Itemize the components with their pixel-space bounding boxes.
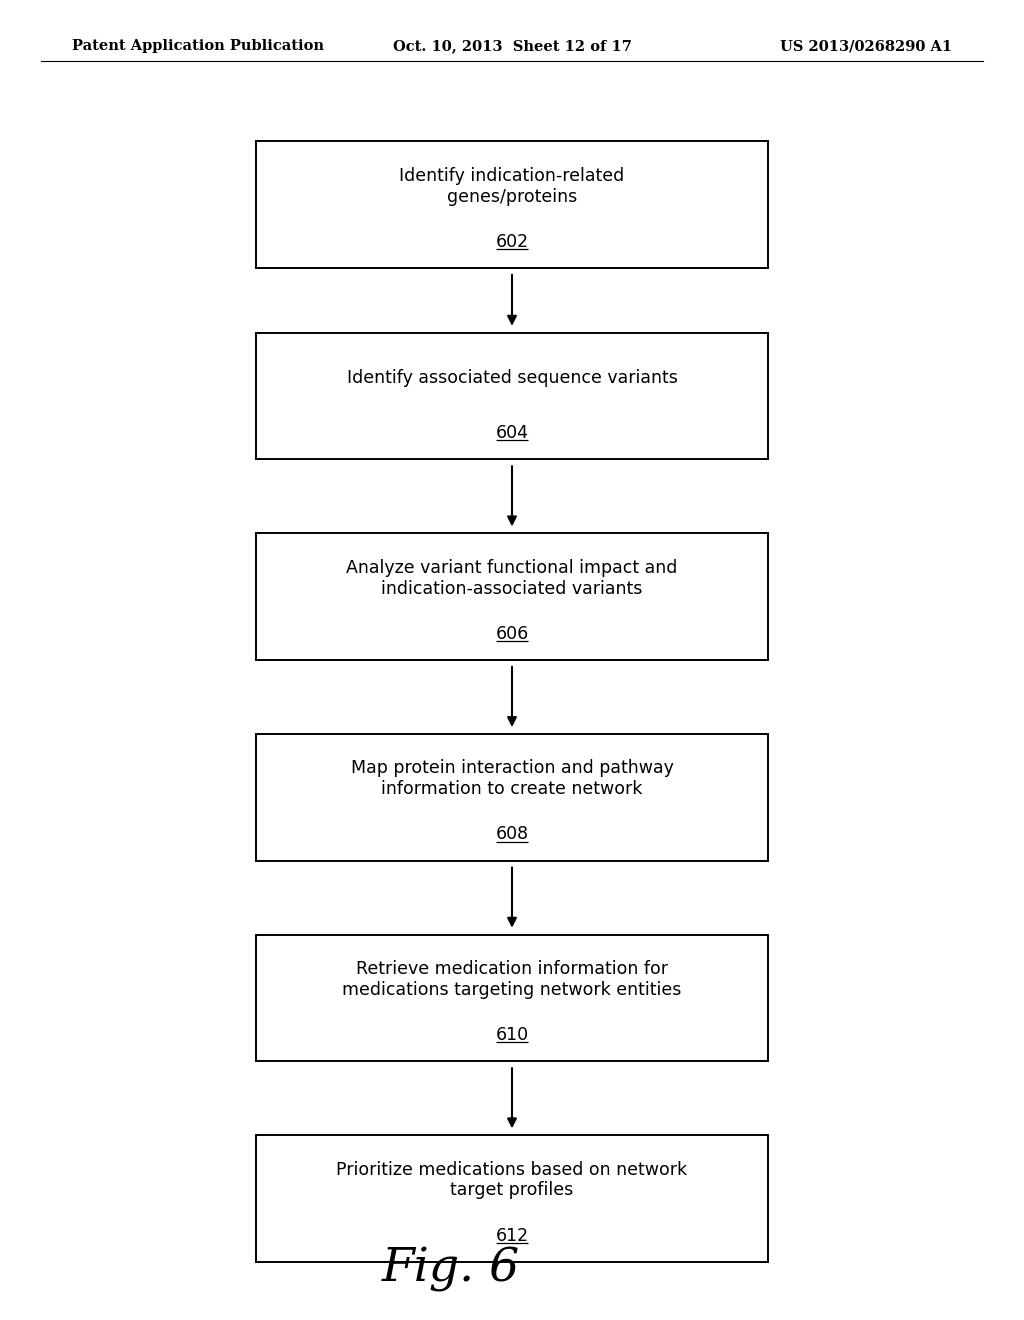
Text: Prioritize medications based on network
target profiles: Prioritize medications based on network … — [337, 1160, 687, 1200]
Text: Identify indication-related
genes/proteins: Identify indication-related genes/protei… — [399, 166, 625, 206]
Text: Fig. 6: Fig. 6 — [381, 1247, 520, 1292]
FancyBboxPatch shape — [256, 333, 768, 459]
Text: Map protein interaction and pathway
information to create network: Map protein interaction and pathway info… — [350, 759, 674, 799]
Text: 606: 606 — [496, 624, 528, 643]
Text: Retrieve medication information for
medications targeting network entities: Retrieve medication information for medi… — [342, 960, 682, 999]
FancyBboxPatch shape — [256, 1135, 768, 1262]
Text: 610: 610 — [496, 1026, 528, 1044]
FancyBboxPatch shape — [256, 141, 768, 268]
Text: 604: 604 — [496, 424, 528, 442]
Text: Analyze variant functional impact and
indication-associated variants: Analyze variant functional impact and in… — [346, 558, 678, 598]
Text: Oct. 10, 2013  Sheet 12 of 17: Oct. 10, 2013 Sheet 12 of 17 — [392, 40, 632, 53]
Text: 608: 608 — [496, 825, 528, 843]
FancyBboxPatch shape — [256, 533, 768, 660]
FancyBboxPatch shape — [256, 734, 768, 861]
Text: 602: 602 — [496, 232, 528, 251]
FancyBboxPatch shape — [256, 935, 768, 1061]
Text: Identify associated sequence variants: Identify associated sequence variants — [346, 368, 678, 387]
Text: Patent Application Publication: Patent Application Publication — [72, 40, 324, 53]
Text: 612: 612 — [496, 1226, 528, 1245]
Text: US 2013/0268290 A1: US 2013/0268290 A1 — [780, 40, 952, 53]
